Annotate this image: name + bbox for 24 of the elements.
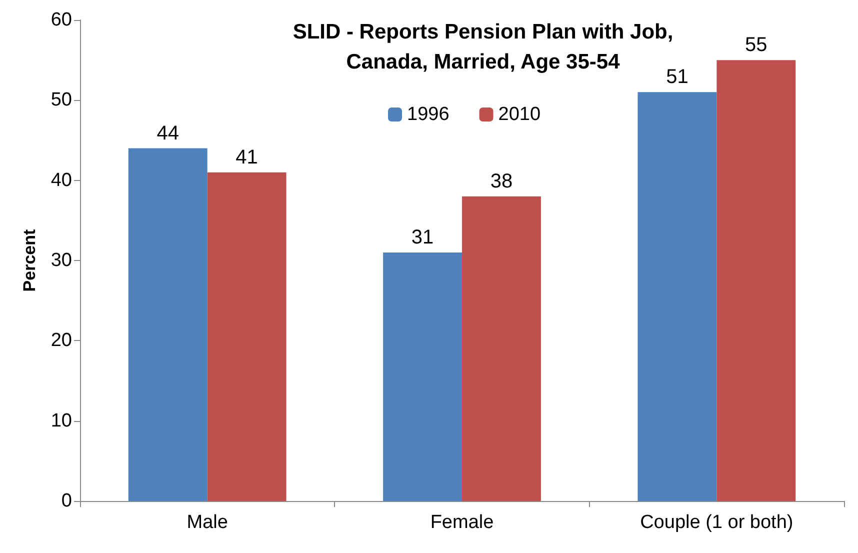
bar [638,92,717,501]
y-tick-label: 20 [50,330,72,352]
legend-label: 1996 [407,104,450,125]
y-tick-label: 60 [50,10,72,30]
data-label: 41 [236,146,258,168]
y-tick-label: 10 [50,410,72,432]
data-label: 31 [411,226,434,248]
bar [716,60,796,501]
bar [128,148,208,501]
bar [207,172,286,501]
bar [383,252,462,501]
legend-label: 2010 [498,104,541,125]
data-label: 55 [745,34,768,56]
x-tick-label: Female [430,512,494,533]
x-tick-label: Couple (1 or both) [640,512,794,533]
y-tick-label: 30 [50,250,72,271]
x-tick-label: Male [186,512,228,533]
bar [462,196,541,501]
data-label: 38 [490,170,513,192]
y-tick-label: 40 [50,170,72,191]
y-tick-label: 0 [61,490,72,512]
data-label: 44 [156,122,179,144]
y-axis-title: Percent [20,228,39,292]
y-tick-label: 50 [50,90,72,111]
